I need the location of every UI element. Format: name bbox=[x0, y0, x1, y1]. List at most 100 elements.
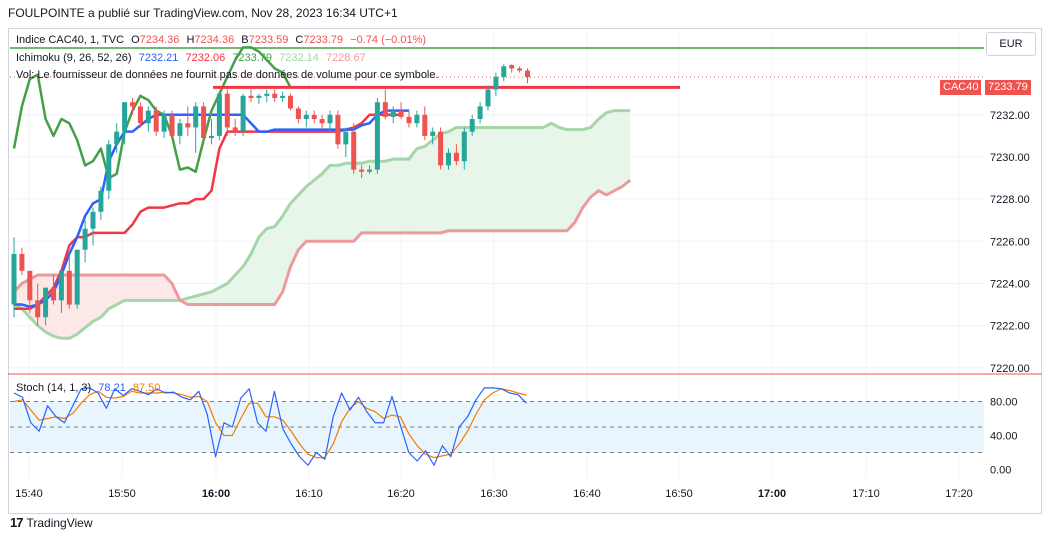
cloud-segment bbox=[511, 127, 520, 231]
cloud-segment bbox=[622, 110, 631, 187]
candle-body bbox=[232, 127, 238, 132]
cloud-segment bbox=[116, 275, 125, 305]
cloud-segment bbox=[590, 119, 599, 198]
ichimoku-label[interactable]: Ichimoku (9, 26, 52, 26) bbox=[16, 52, 132, 64]
candle-body bbox=[374, 102, 380, 170]
cloud-segment bbox=[606, 110, 615, 195]
price-tag-symbol: CAC40 bbox=[940, 80, 982, 95]
footer: 17 TradingView bbox=[10, 515, 93, 530]
cloud-segment bbox=[472, 127, 481, 231]
candle-body bbox=[295, 108, 301, 120]
candle-body bbox=[517, 68, 523, 71]
candle-body bbox=[35, 300, 41, 318]
volume-legend[interactable]: Vol: Le fournisseur de données ne fourni… bbox=[16, 69, 439, 81]
candle-body bbox=[224, 93, 230, 128]
candle-body bbox=[130, 102, 135, 107]
cloud-segment bbox=[401, 159, 409, 233]
cloud-segment bbox=[361, 161, 370, 233]
cloud-segment bbox=[156, 275, 165, 301]
close-label: C bbox=[295, 34, 304, 46]
low-value: 7233.59 bbox=[248, 34, 289, 46]
high-label: H bbox=[186, 34, 195, 46]
candle-body bbox=[493, 76, 499, 90]
candle-body bbox=[461, 131, 467, 162]
candle-body bbox=[161, 114, 167, 132]
cloud-segment bbox=[203, 291, 212, 305]
cloud-segment bbox=[322, 165, 330, 242]
publisher-line: FOULPOINTE a publié sur TradingView.com,… bbox=[8, 6, 398, 20]
stoch-d-value: 87.50 bbox=[132, 382, 161, 394]
tradingview-logo-icon[interactable]: 17 bbox=[10, 515, 24, 530]
high-value: 7234.36 bbox=[194, 34, 235, 46]
cloud-segment bbox=[409, 148, 417, 233]
cloud-segment bbox=[527, 127, 536, 231]
main-legend: Indice CAC40, 1, TVC O7234.36 H7234.36 B… bbox=[16, 34, 430, 46]
candle-body bbox=[446, 152, 451, 166]
candle-body bbox=[114, 131, 120, 145]
cloud-segment bbox=[377, 161, 386, 233]
symbol-label[interactable]: Indice CAC40, 1, TVC bbox=[16, 34, 125, 46]
cloud-segment bbox=[385, 159, 394, 233]
cloud-segment bbox=[266, 226, 275, 305]
x-tick-label: 17:20 bbox=[945, 488, 973, 500]
candle-body bbox=[453, 152, 459, 162]
candle-body bbox=[414, 114, 420, 124]
chart-area[interactable] bbox=[8, 28, 1042, 514]
stoch-tick-label: 80.00 bbox=[990, 397, 1018, 409]
cloud-segment bbox=[353, 163, 362, 242]
candle-body bbox=[240, 95, 246, 132]
candle-body bbox=[390, 110, 396, 117]
x-tick-label: 15:40 bbox=[15, 488, 43, 500]
x-tick-label: 16:20 bbox=[387, 488, 415, 500]
y-tick-label: 7230.00 bbox=[990, 152, 1030, 164]
candle-body bbox=[106, 144, 112, 191]
candle-body bbox=[367, 169, 372, 172]
stoch-label[interactable]: Stoch (14, 1, 3) bbox=[16, 382, 92, 394]
stoch-k-value: 78.21 bbox=[98, 382, 126, 394]
cloud-segment bbox=[567, 129, 575, 231]
chikou-line bbox=[12, 46, 292, 180]
cloud-segment bbox=[551, 123, 560, 231]
y-tick-label: 7220.00 bbox=[990, 363, 1030, 375]
cloud-segment bbox=[598, 112, 607, 195]
candle-body bbox=[343, 131, 349, 145]
brand-label[interactable]: TradingView bbox=[26, 515, 93, 530]
x-tick-label: 16:40 bbox=[573, 488, 601, 500]
x-tick-label: 16:50 bbox=[665, 488, 693, 500]
cloud-segment bbox=[243, 253, 251, 305]
cloud-segment bbox=[535, 127, 544, 231]
candle-body bbox=[27, 270, 33, 301]
candle-body bbox=[398, 110, 404, 117]
candle-body bbox=[74, 249, 80, 305]
cloud-segment bbox=[235, 266, 244, 305]
cloud-segment bbox=[274, 216, 283, 305]
cloud-segment bbox=[306, 180, 315, 242]
candle-body bbox=[185, 123, 191, 128]
cloud-segment bbox=[164, 275, 172, 301]
candle-body bbox=[11, 253, 17, 305]
cloud-segment bbox=[574, 129, 583, 223]
cloud-segment bbox=[290, 194, 299, 267]
change-value: −0.74 (−0.01%) bbox=[350, 34, 427, 46]
currency-button[interactable]: EUR bbox=[986, 32, 1036, 56]
cloud-segment bbox=[298, 186, 307, 250]
cloud-segment bbox=[480, 127, 488, 231]
cloud-segment bbox=[495, 127, 504, 231]
cloud-segment bbox=[314, 173, 323, 242]
candle-body bbox=[66, 270, 72, 305]
candle-body bbox=[193, 106, 199, 128]
candle-body bbox=[137, 106, 143, 124]
cloud-segment bbox=[416, 146, 425, 233]
candle-body bbox=[438, 131, 444, 166]
cloud-segment bbox=[519, 127, 528, 231]
candle-body bbox=[509, 65, 515, 69]
ichimoku-value-2: 7232.06 bbox=[185, 52, 226, 64]
candle-body bbox=[98, 190, 104, 212]
candle-body bbox=[477, 106, 483, 120]
candle-body bbox=[525, 70, 530, 78]
candle-body bbox=[335, 114, 341, 145]
candle-body bbox=[90, 211, 96, 229]
cloud-segment bbox=[488, 127, 496, 231]
candle-body bbox=[406, 116, 412, 124]
